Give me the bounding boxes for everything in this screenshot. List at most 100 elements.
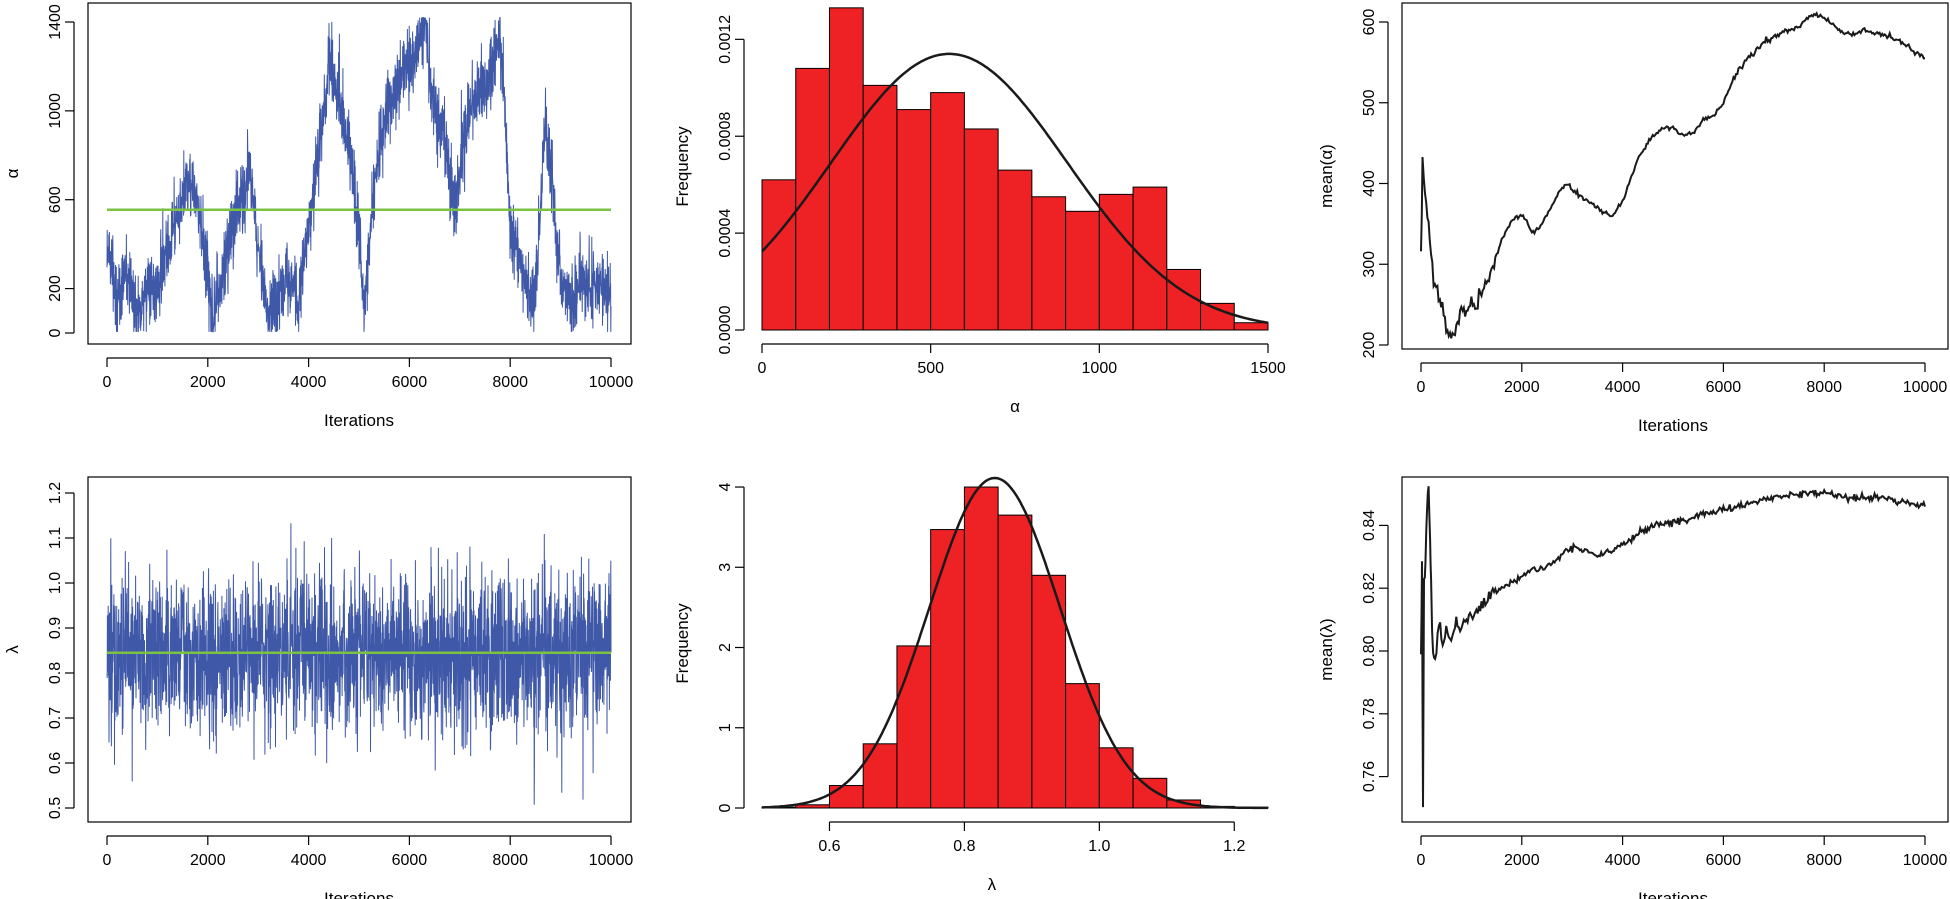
histogram-bar [862, 743, 898, 809]
x-tick-label: 2000 [190, 852, 226, 869]
y-axis-title: mean(α) [1317, 144, 1336, 208]
y-tick-label: 400 [1361, 170, 1378, 197]
x-tick-label: 1500 [1250, 360, 1286, 377]
histogram-bar [1166, 268, 1202, 331]
y-tick-label: 0.9 [47, 617, 64, 639]
histogram-bar [1098, 193, 1134, 331]
histogram-bar [1200, 302, 1235, 331]
x-tick-label: 10000 [1903, 379, 1948, 396]
y-tick-label: 0.6 [47, 752, 64, 774]
x-tick-label: 6000 [1706, 379, 1742, 396]
x-tick-label: 0.8 [953, 838, 975, 855]
histogram-bar [1132, 186, 1168, 331]
x-tick-label: 1.2 [1223, 838, 1245, 855]
y-axis-title: Frequency [673, 126, 692, 207]
x-axis-title: Iterations [1638, 416, 1708, 435]
plot-frame [1401, 2, 1949, 350]
alpha-hist-panel: 0 500 1000 1500 0.0000 0.0004 0.0008 0.0012 α Fre… [673, 7, 1286, 416]
histogram-bar [761, 179, 797, 331]
histogram-bar [963, 128, 999, 331]
y-tick-label: 1.1 [47, 527, 64, 549]
histogram-bar [997, 169, 1033, 331]
normal-density-curve [762, 476, 1268, 810]
x-axis-title: α [1010, 397, 1020, 416]
alpha-running-mean-panel: 0 2000 4000 6000 8000 10000 200 300 400 500 600 Ite… [1317, 2, 1949, 435]
x-tick-label: 0 [758, 360, 767, 377]
x-axis-title: λ [988, 875, 997, 894]
y-tick-label: 500 [1361, 89, 1378, 116]
histogram-bar [795, 67, 830, 331]
y-tick-label: 0.5 [47, 797, 64, 819]
x-axis-title: Iterations [324, 411, 394, 430]
x-tick-label: 4000 [1605, 379, 1641, 396]
y-tick-label: 1.2 [47, 482, 64, 504]
histogram-bar [930, 529, 965, 809]
histogram-bar [1098, 747, 1134, 809]
y-tick-label: 0.8 [47, 662, 64, 684]
y-tick-label: 600 [47, 186, 64, 213]
histogram-bar [963, 486, 999, 809]
x-axis-title: Iterations [1638, 889, 1708, 899]
plot-frame [1401, 476, 1949, 823]
histogram-bar [997, 514, 1033, 809]
x-tick-label: 8000 [492, 852, 528, 869]
x-tick-label: 8000 [1806, 379, 1842, 396]
histogram-bar [862, 84, 898, 331]
y-axis-title: Frequency [673, 603, 692, 684]
histogram-bar [795, 804, 830, 809]
y-tick-label: 200 [47, 275, 64, 302]
y-tick-label: 600 [1361, 9, 1378, 36]
y-tick-label: 0.7 [47, 707, 64, 729]
y-tick-label: 0.76 [1361, 761, 1378, 792]
y-tick-label: 300 [1361, 251, 1378, 278]
lambda-running-mean-panel: 0 2000 4000 6000 8000 10000 0.76 0.78 0.80 0.82 0.… [1317, 476, 1949, 899]
histogram-bar [1132, 777, 1168, 809]
x-tick-label: 6000 [1706, 852, 1742, 869]
x-tick-label: 10000 [589, 852, 634, 869]
x-tick-label: 1000 [1082, 360, 1118, 377]
x-tick-label: 0 [103, 374, 112, 391]
histogram-bar [896, 109, 932, 331]
trace-series-line [106, 17, 612, 333]
y-tick-label: 4 [717, 482, 734, 491]
y-tick-label: 0.0000 [717, 305, 734, 354]
running-mean-line [1420, 486, 1926, 808]
y-tick-label: 0 [47, 328, 64, 337]
x-tick-label: 4000 [291, 852, 327, 869]
y-tick-label: 0.82 [1361, 573, 1378, 604]
x-tick-label: 0 [1417, 379, 1426, 396]
x-tick-label: 1.0 [1088, 838, 1110, 855]
histogram-bar [930, 92, 965, 331]
x-axis-title: Iterations [324, 889, 394, 899]
x-tick-label: 6000 [392, 852, 428, 869]
y-axis-title: λ [3, 645, 22, 654]
trace-series-line [106, 523, 612, 805]
lambda-trace-panel: 0 2000 4000 6000 8000 10000 0.5 0.6 0.7 0.8 0.9 1.0… [3, 476, 634, 899]
plot-frame [87, 2, 632, 345]
x-tick-label: 8000 [1806, 852, 1842, 869]
plot-frame [87, 476, 632, 823]
normal-density-curve [761, 52, 1269, 325]
x-tick-label: 2000 [1504, 852, 1540, 869]
y-tick-label: 1.0 [47, 572, 64, 594]
y-tick-label: 1000 [47, 93, 64, 129]
y-axis-title: mean(λ) [1317, 618, 1336, 680]
x-tick-label: 8000 [492, 374, 528, 391]
y-tick-label: 0.0008 [717, 112, 734, 161]
running-mean-line [1420, 11, 1926, 340]
y-tick-label: 1 [717, 723, 734, 732]
y-tick-label: 1400 [47, 4, 64, 40]
x-tick-label: 0.6 [818, 838, 840, 855]
y-tick-label: 0.0004 [717, 209, 734, 258]
histogram-bar [896, 645, 932, 809]
x-tick-label: 6000 [392, 374, 428, 391]
y-tick-label: 2 [717, 643, 734, 652]
y-tick-label: 0.0012 [717, 15, 734, 64]
histogram-bar [828, 785, 864, 809]
histogram-bar [1031, 574, 1067, 809]
x-tick-label: 0 [103, 852, 112, 869]
x-tick-label: 2000 [190, 374, 226, 391]
lambda-hist-panel: 0.6 0.8 1.0 1.2 0 1 2 3 4 λ Frequency [673, 476, 1269, 894]
x-tick-label: 0 [1417, 852, 1426, 869]
